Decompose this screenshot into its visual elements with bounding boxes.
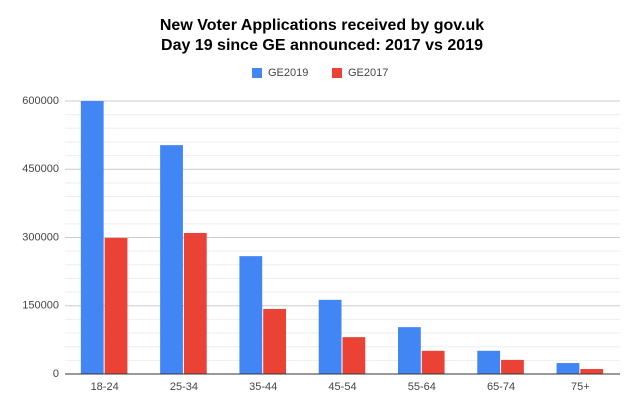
bar (580, 368, 604, 374)
bar (398, 327, 421, 374)
legend-swatch (252, 68, 262, 78)
x-tick-label: 25-34 (170, 381, 198, 393)
bar (421, 350, 445, 374)
chart-subtitle: Day 19 since GE announced: 2017 vs 2019 (161, 37, 483, 54)
bar (104, 237, 128, 374)
bar (239, 256, 263, 374)
bar (263, 308, 286, 374)
x-tick-label: 75+ (571, 381, 590, 393)
y-tick-label: 300000 (22, 231, 59, 243)
x-tick-label: 18-24 (91, 381, 119, 393)
bar (318, 299, 342, 374)
legend: GE2019 GE2017 (252, 67, 388, 79)
bar (501, 359, 524, 374)
bar (556, 363, 580, 374)
bar (477, 350, 501, 374)
legend-label: GE2019 (268, 67, 308, 79)
x-tick-label: 65-74 (487, 381, 515, 393)
y-tick-label: 600000 (22, 95, 59, 107)
bar (160, 145, 183, 374)
y-tick-label: 150000 (22, 300, 59, 312)
x-tick-label: 55-64 (408, 381, 436, 393)
y-tick-label: 450000 (22, 163, 59, 175)
legend-swatch (332, 68, 342, 78)
bar (80, 101, 104, 374)
bar (183, 232, 207, 374)
y-tick-label: 0 (53, 368, 59, 380)
chart-title: New Voter Applications received by gov.u… (160, 17, 484, 34)
legend-label: GE2017 (348, 67, 388, 79)
bar (342, 337, 366, 374)
x-tick-label: 45-54 (328, 381, 356, 393)
x-tick-label: 35-44 (249, 381, 277, 393)
